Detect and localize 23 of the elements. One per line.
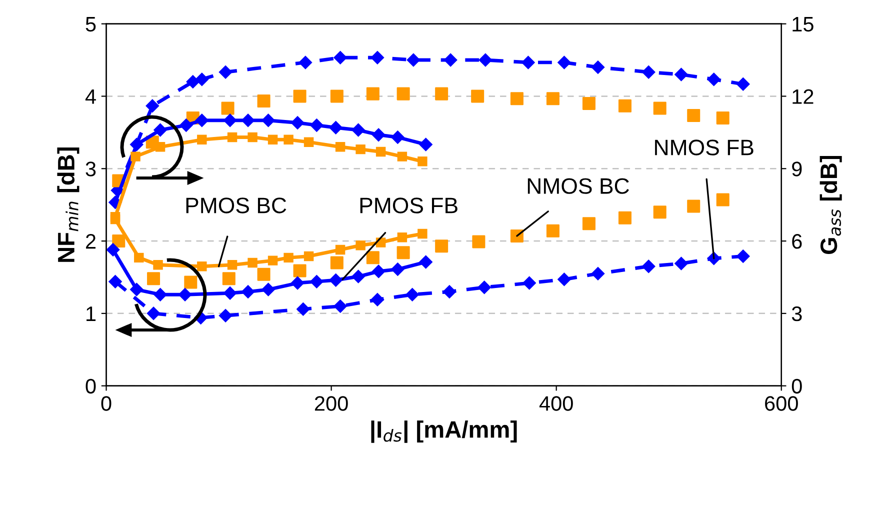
y-tick-label: 1 [86,306,96,321]
x-tick-label: 400 [539,396,573,411]
y2-axis-title: G$_{ass}$ [dB] [820,156,842,254]
y-tick-label: 4 [85,89,96,104]
annotation: NMOS FB [655,140,754,156]
annotation: PMOS FB [360,198,458,214]
y2-tick-label: 3 [792,306,802,322]
y-axis-title: NF$_{min}$ [dB] [57,148,80,262]
x-tick-label: 0 [101,396,112,411]
y2-tick-label: 9 [792,162,802,176]
annotation: NMOS BC [528,178,629,194]
y-tick-label: 5 [86,17,96,32]
y2-tick-label: 0 [792,378,802,394]
y2-tick-label: 12 [792,89,814,104]
x-tick-label: 200 [314,396,348,411]
y2-tick-label: 15 [792,17,814,32]
y-tick-label: 3 [86,162,96,176]
y2-tick-label: 6 [792,234,802,249]
x-axis-title: |I$_{ds}$| [mA/mm] [371,420,517,443]
y-tick-label: 0 [86,378,96,394]
annotation: PMOS BC [186,198,286,214]
x-tick-label: 600 [765,396,798,411]
y-tick-label: 2 [86,234,96,249]
